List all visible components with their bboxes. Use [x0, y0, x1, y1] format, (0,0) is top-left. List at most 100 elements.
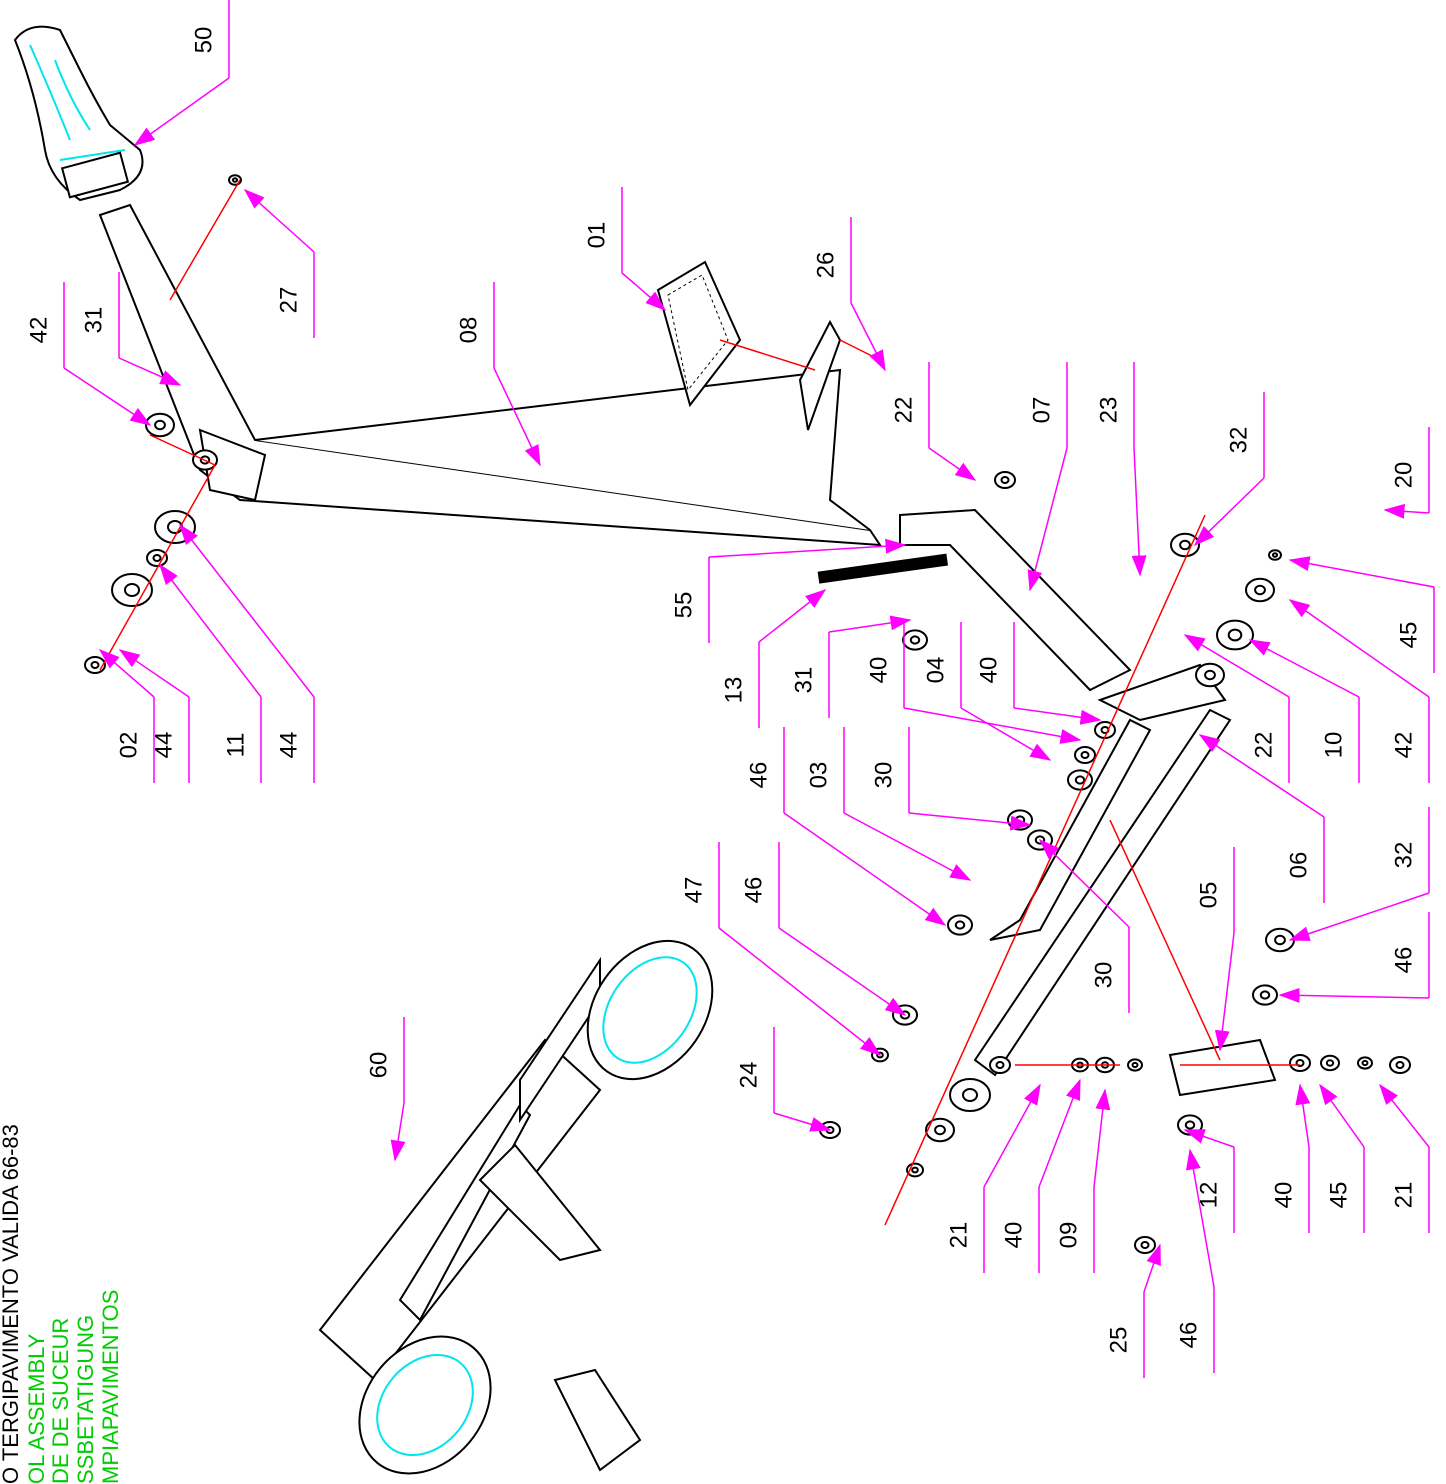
- callout-label: 31: [80, 307, 107, 334]
- leader: [621, 272, 667, 311]
- callout-label: 46: [745, 762, 772, 789]
- washer-hole: [995, 1061, 1005, 1069]
- leader: [773, 1112, 832, 1132]
- callout-label: 11: [222, 733, 249, 758]
- callout-label: 45: [1395, 622, 1422, 649]
- title-line: O TERGIPAVIMENTO VALIDA 66-83: [0, 1124, 23, 1484]
- callout-label: 21: [945, 1222, 972, 1249]
- callout-label: 24: [735, 1062, 762, 1089]
- leader: [928, 447, 977, 481]
- washer-hole: [911, 1166, 919, 1174]
- leader: [118, 357, 182, 386]
- callout-label: 40: [1000, 1222, 1027, 1249]
- leader: [843, 812, 972, 881]
- leader: [850, 302, 886, 372]
- callout-label: 02: [115, 732, 142, 759]
- callout-label: 55: [670, 592, 697, 619]
- callout-label: 40: [865, 657, 892, 684]
- leader: [98, 649, 155, 698]
- callout-label: 60: [365, 1052, 392, 1079]
- callout-label: 25: [1105, 1327, 1132, 1354]
- leader: [1038, 1078, 1081, 1188]
- washer-hole: [231, 177, 239, 183]
- washer-hole: [1131, 1061, 1139, 1069]
- leader: [778, 927, 907, 1016]
- leader: [1038, 838, 1130, 928]
- leader: [1288, 556, 1435, 588]
- leader: [960, 707, 1052, 761]
- leader: [1013, 707, 1102, 725]
- callout-label: 40: [975, 657, 1002, 684]
- leader: [133, 77, 230, 146]
- leader: [118, 649, 190, 698]
- leader: [718, 927, 882, 1056]
- washer-hole: [1014, 815, 1026, 825]
- leader: [1278, 987, 1430, 1003]
- washer-hole: [909, 635, 921, 645]
- leader: [1214, 932, 1235, 1052]
- callout-label: 27: [275, 287, 302, 314]
- washer-hole: [152, 554, 162, 562]
- callout-label: 40: [1270, 1182, 1297, 1209]
- leader: [1295, 1083, 1311, 1148]
- callout-label: 10: [1320, 732, 1347, 759]
- washer-hole: [1080, 751, 1090, 759]
- washer-hole: [1325, 1059, 1335, 1067]
- washer-hole: [1000, 476, 1010, 484]
- callout-label: 31: [790, 667, 817, 694]
- washer-hole: [962, 1088, 978, 1102]
- washer-hole: [1204, 669, 1216, 681]
- callout-label: 32: [1390, 842, 1417, 869]
- leader: [1183, 1129, 1235, 1148]
- leader: [1183, 634, 1290, 698]
- callout-label: 21: [1390, 1182, 1417, 1209]
- washer-hole: [954, 920, 966, 930]
- callout-label: 09: [1055, 1222, 1082, 1249]
- callout-label: 42: [1390, 732, 1417, 759]
- callout-label: 22: [890, 397, 917, 424]
- washer-hole: [1227, 628, 1243, 642]
- callout-label: 46: [1390, 947, 1417, 974]
- callout-label: 20: [1390, 462, 1417, 489]
- leader: [828, 615, 912, 633]
- washer-hole: [1395, 1061, 1405, 1069]
- leader: [1131, 447, 1147, 577]
- leader: [1288, 892, 1430, 941]
- title-line: DE DE SUCEUR: [48, 1318, 73, 1484]
- leader: [1198, 734, 1325, 818]
- leader: [243, 188, 315, 253]
- callout-label: 46: [1175, 1322, 1202, 1349]
- leader: [1185, 1148, 1215, 1288]
- callout-label: 26: [812, 252, 839, 279]
- washer-hole: [1074, 775, 1086, 785]
- title-line: MPIAPAVIMENTOS: [98, 1290, 123, 1484]
- washer-hole: [1361, 1059, 1369, 1067]
- leader: [493, 367, 541, 467]
- washer-hole: [1254, 584, 1266, 596]
- leader: [1193, 477, 1265, 547]
- washer-hole: [1140, 1241, 1150, 1249]
- title-line: OL ASSEMBLY: [24, 1333, 49, 1484]
- leader: [1143, 1243, 1161, 1293]
- leader: [159, 563, 262, 698]
- leader: [758, 589, 827, 643]
- leader: [783, 812, 947, 926]
- callout-label: 44: [150, 732, 177, 759]
- callout-label: 30: [870, 762, 897, 789]
- leader: [1379, 1083, 1430, 1148]
- leader: [1288, 599, 1430, 698]
- callout-label: 30: [1090, 962, 1117, 989]
- callout-label: 46: [740, 877, 767, 904]
- washer-hole: [934, 1124, 946, 1136]
- leader: [908, 812, 1032, 831]
- washer-hole: [90, 661, 100, 669]
- leader: [390, 1102, 406, 1162]
- washer-hole: [1271, 552, 1279, 558]
- leader: [63, 367, 152, 426]
- leader: [1383, 503, 1430, 519]
- callout-label: 45: [1325, 1182, 1352, 1209]
- callout-label: 50: [190, 27, 217, 54]
- leader: [179, 523, 315, 698]
- washer-hole: [124, 583, 140, 597]
